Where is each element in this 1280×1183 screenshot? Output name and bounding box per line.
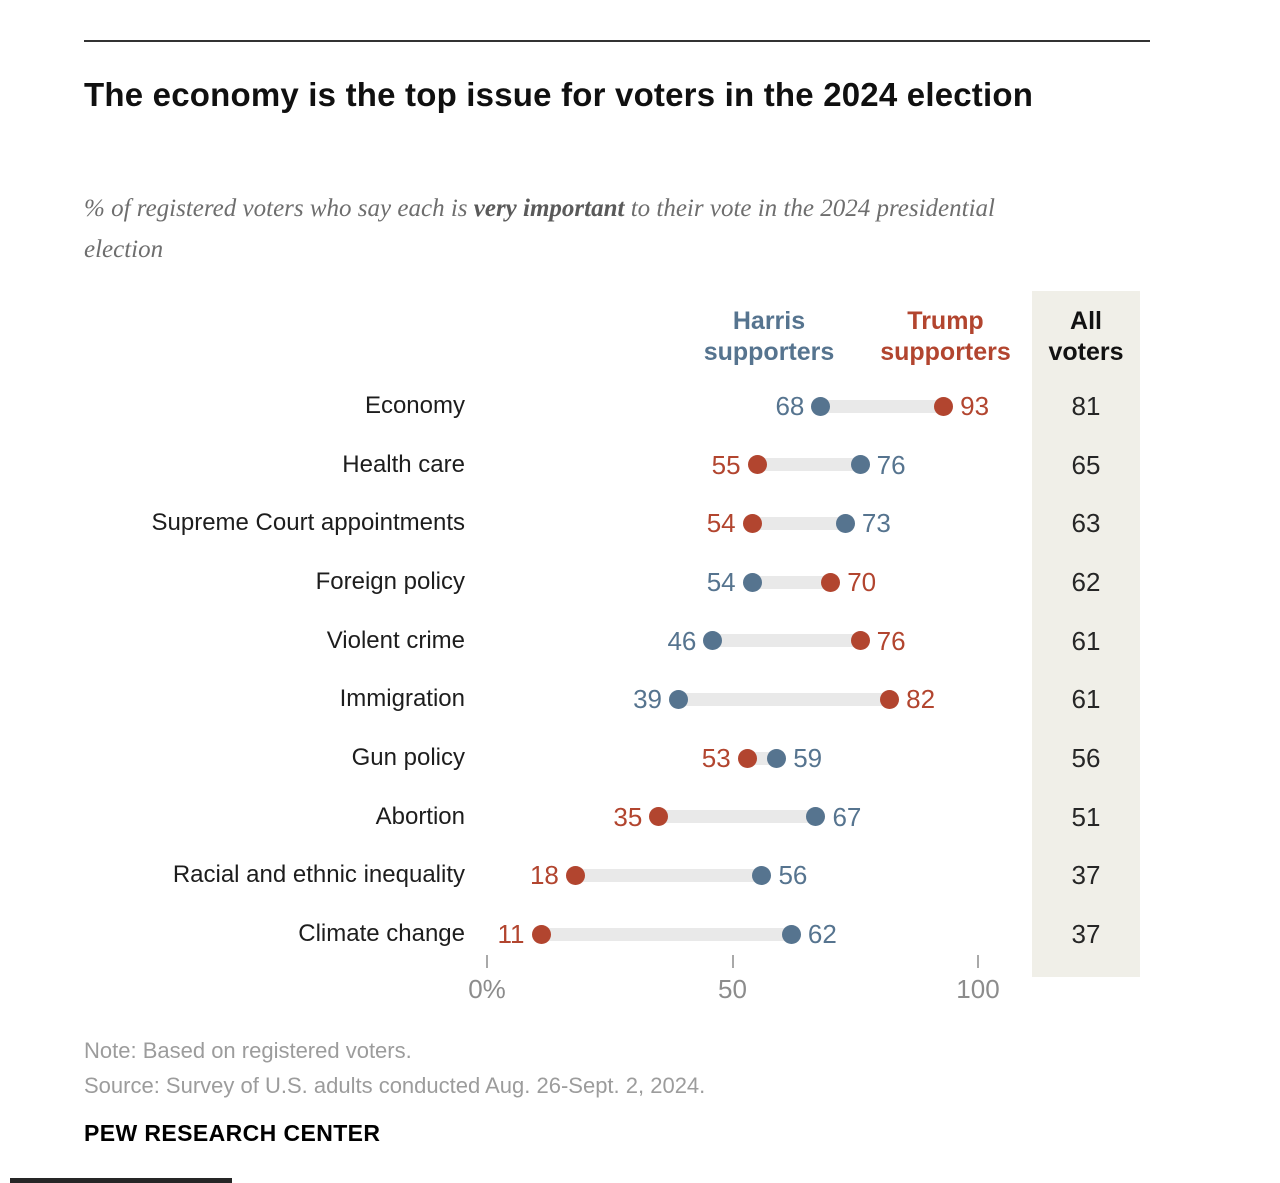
harris-dot: [781, 924, 801, 944]
trump-value: 53: [701, 743, 731, 773]
subtitle-emphasis: very important: [473, 195, 625, 222]
trump-value: 82: [906, 684, 936, 715]
pew-research-center-brand: PEW RESEARCH CENTER: [84, 1120, 381, 1146]
category-label: Immigration: [339, 685, 465, 713]
bottom-edge-strip: [10, 1178, 232, 1183]
trump-dot: [649, 807, 669, 827]
all-voters-value: 63: [1071, 508, 1101, 539]
chart-note: Note: Based on registered voters.: [84, 1038, 412, 1063]
dumbbell-bar: [539, 927, 794, 941]
chart-source: Source: Survey of U.S. adults conducted …: [84, 1073, 706, 1098]
legend-harris-supporters: Harris supporters: [703, 307, 835, 366]
category-label: Foreign policy: [315, 568, 465, 595]
axis-tick: [486, 955, 488, 968]
dumbbell-bar: [573, 868, 764, 882]
dumbbell-bar: [755, 458, 863, 472]
category-label: Supreme Court appointments: [151, 509, 466, 537]
harris-value: 46: [667, 625, 697, 656]
dumbbell-bar: [676, 692, 892, 706]
subtitle-suffix: to their vote in the 2024 presidential e…: [84, 195, 995, 263]
category-label: Violent crime: [326, 626, 465, 654]
harris-value: 67: [832, 801, 862, 832]
trump-value: 18: [529, 860, 559, 891]
harris-dot: [811, 396, 831, 416]
trump-value: 11: [497, 919, 525, 949]
harris-dot: [767, 748, 787, 768]
harris-value: 39: [633, 684, 662, 715]
trump-dot: [880, 689, 900, 709]
top-divider: [84, 40, 1150, 42]
axis-tick: [731, 955, 734, 968]
harris-value: 54: [706, 567, 736, 597]
harris-dot: [806, 807, 826, 827]
axis-tick-label: 50: [718, 974, 747, 1004]
category-label: Economy: [364, 392, 465, 419]
harris-value: 73: [861, 508, 891, 539]
trump-dot: [742, 513, 762, 533]
trump-dot: [747, 455, 767, 475]
axis-tick-label: 0%: [468, 974, 506, 1004]
dumbbell-bar: [710, 634, 863, 648]
all-voters-value: 37: [1071, 860, 1101, 891]
legend-all-voters: All voters: [1048, 307, 1124, 366]
axis-tick: [977, 955, 979, 968]
all-voters-value: 51: [1071, 801, 1101, 832]
category-label: Gun policy: [351, 744, 465, 771]
dumbbell-bar: [656, 810, 818, 824]
harris-dot: [835, 513, 855, 533]
harris-value: 56: [778, 860, 808, 891]
dumbbell-bar: [750, 516, 848, 530]
trump-dot: [934, 396, 954, 416]
all-voters-value: 61: [1071, 625, 1101, 656]
category-label: Abortion: [375, 802, 465, 830]
chart-subtitle: % of registered voters who say each is v…: [84, 188, 1064, 270]
trump-dot: [565, 865, 585, 885]
trump-value: 35: [613, 801, 643, 832]
trump-value: 54: [706, 508, 736, 539]
trump-dot: [531, 924, 551, 944]
trump-value: 70: [847, 567, 877, 597]
all-voters-value: 62: [1071, 567, 1101, 597]
category-label: Climate change: [298, 920, 465, 947]
all-voters-value: 37: [1071, 919, 1101, 949]
category-label: Health care: [342, 450, 465, 478]
harris-value: 62: [807, 919, 837, 949]
trump-value: 93: [960, 391, 990, 421]
dumbbell-bar: [750, 575, 833, 589]
harris-value: 76: [876, 449, 906, 480]
trump-dot: [821, 572, 841, 592]
all-voters-value: 56: [1071, 743, 1101, 773]
all-voters-value: 65: [1071, 449, 1101, 480]
harris-value: 59: [793, 743, 823, 773]
harris-dot: [703, 631, 723, 651]
page-title: The economy is the top issue for voters …: [84, 76, 1034, 113]
axis-tick-label: 100: [956, 974, 1000, 1004]
dumbbell-bar: [818, 399, 946, 413]
all-voters-column-background: [1032, 291, 1140, 977]
all-voters-value: 61: [1071, 684, 1101, 715]
harris-value: 68: [775, 391, 805, 421]
trump-dot: [850, 631, 870, 651]
trump-value: 55: [711, 449, 741, 480]
trump-dot: [737, 748, 757, 768]
subtitle-prefix: % of registered voters who say each is: [84, 195, 474, 222]
category-label: Racial and ethnic inequality: [172, 861, 465, 889]
harris-dot: [850, 455, 870, 475]
legend-trump-supporters: Trump supporters: [880, 307, 1011, 366]
harris-dot: [742, 572, 762, 592]
harris-dot: [752, 865, 772, 885]
harris-dot: [668, 689, 688, 709]
trump-value: 76: [876, 625, 906, 656]
all-voters-value: 81: [1071, 391, 1101, 421]
